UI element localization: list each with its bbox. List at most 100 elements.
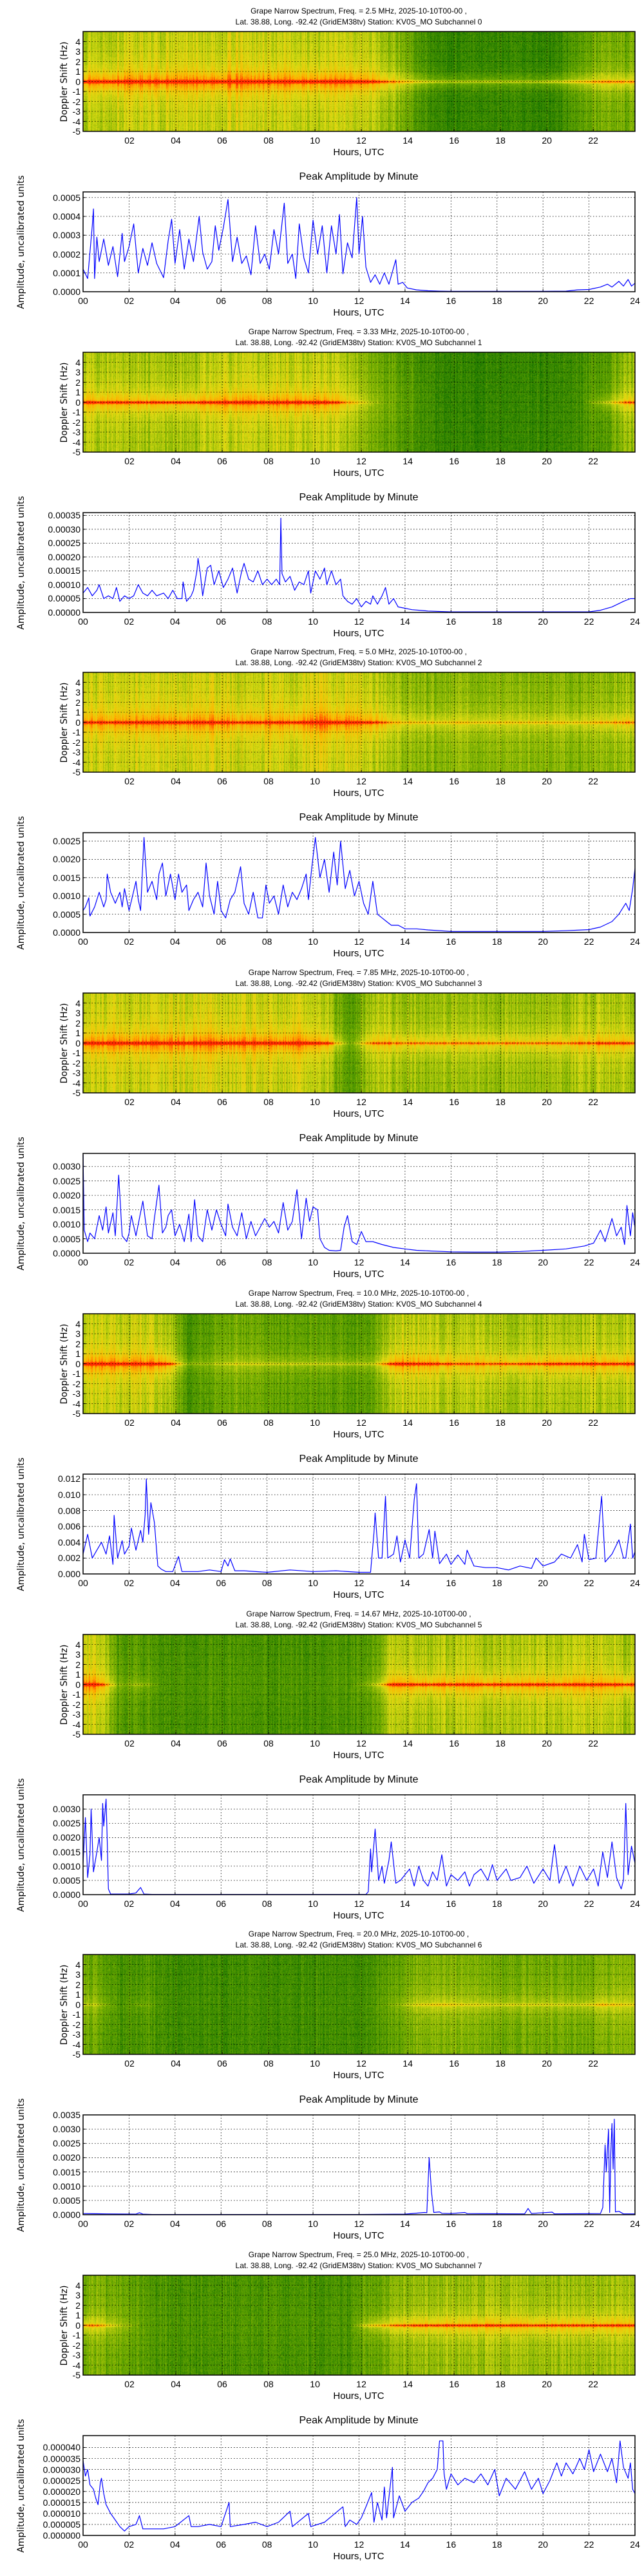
x-tick-label: 04 xyxy=(170,2219,180,2229)
x-tick-label: 14 xyxy=(402,1417,413,1428)
x-tick-label: 02 xyxy=(124,2379,135,2389)
x-tick-label: 12 xyxy=(356,2379,366,2389)
y-tick-label: -4 xyxy=(72,1398,80,1409)
x-tick-label: 20 xyxy=(538,1257,548,1267)
y-tick-label: 0.0025 xyxy=(53,1175,80,1186)
amplitude-plot-area xyxy=(82,2435,636,2536)
y-axis-label: Doppler Shift (Hz) xyxy=(59,2285,70,2365)
x-tick-label: 20 xyxy=(538,936,548,947)
x-tick-label: 02 xyxy=(124,1578,135,1588)
y-tick-label: 0.000010 xyxy=(43,2508,80,2519)
plot-frame xyxy=(82,1954,636,2055)
x-tick-label: 02 xyxy=(124,616,135,627)
x-tick-label: 22 xyxy=(588,2058,598,2069)
y-tick-label: 1 xyxy=(75,2310,80,2320)
spectrogram-title-line-1: Grape Narrow Spectrum, Freq. = 2.5 MHz, … xyxy=(251,6,467,15)
y-axis-label: Doppler Shift (Hz) xyxy=(59,1644,70,1725)
y-tick-label: -5 xyxy=(72,1729,80,1739)
plot-frame xyxy=(82,31,636,132)
y-tick-label: 0.002 xyxy=(57,1553,80,1564)
spectrogram-title-line-2: Lat. 38.88, Long. -92.42 (GridEM38tv) St… xyxy=(235,979,482,988)
y-tick-label: 0.0004 xyxy=(53,211,80,222)
x-tick-label: 06 xyxy=(216,2219,227,2229)
y-axis-label: Amplitude, uncalibrated units xyxy=(16,495,26,630)
x-tick-label: 02 xyxy=(124,135,135,146)
y-tick-label: -1 xyxy=(72,1689,80,1700)
x-tick-label: 22 xyxy=(588,1738,598,1748)
x-tick-label: 20 xyxy=(538,1899,548,1909)
y-tick-label: -4 xyxy=(72,1077,80,1088)
x-tick-label: 16 xyxy=(446,1257,457,1267)
x-axis-label: Hours, UTC xyxy=(333,1589,384,1600)
amplitude-series-line xyxy=(82,1798,636,1895)
x-tick-label: 24 xyxy=(630,1899,640,1909)
x-tick-label: 08 xyxy=(261,296,272,306)
x-tick-label: 16 xyxy=(449,2379,459,2389)
x-tick-label: 08 xyxy=(263,456,274,466)
y-tick-label: 0.0015 xyxy=(53,1204,80,1215)
spectrogram-title-line-2: Lat. 38.88, Long. -92.42 (GridEM38tv) St… xyxy=(235,17,482,26)
y-axis-label: Doppler Shift (Hz) xyxy=(59,1003,70,1083)
plot-frame xyxy=(82,512,636,613)
x-tick-label: 22 xyxy=(583,2539,594,2550)
plot-frame xyxy=(82,1313,636,1414)
x-tick-label: 06 xyxy=(216,1257,227,1267)
y-tick-label: 0 xyxy=(75,1358,80,1369)
x-tick-label: 20 xyxy=(542,1097,552,1107)
spectrogram-title-line-1: Grape Narrow Spectrum, Freq. = 14.67 MHz… xyxy=(246,1609,471,1618)
x-tick-label: 04 xyxy=(170,296,180,306)
y-axis-label: Doppler Shift (Hz) xyxy=(59,41,70,122)
y-tick-label: 0.0000 xyxy=(53,1248,80,1258)
y-tick-label: 0.0030 xyxy=(53,1161,80,1172)
y-tick-label: 1 xyxy=(75,707,80,717)
amplitude-plot-area xyxy=(82,832,636,933)
x-tick-label: 14 xyxy=(400,1257,410,1267)
y-axis-label: Amplitude, uncalibrated units xyxy=(16,2418,26,2553)
y-tick-label: 0.0010 xyxy=(53,891,80,902)
y-tick-label: 4 xyxy=(75,1318,80,1329)
y-tick-label: 0 xyxy=(75,2320,80,2331)
y-tick-label: 0 xyxy=(75,1037,80,1048)
y-axis-label: Doppler Shift (Hz) xyxy=(59,362,70,442)
x-tick-label: 12 xyxy=(356,135,366,146)
x-tick-label: 02 xyxy=(124,1417,135,1428)
y-tick-label: 0.0030 xyxy=(53,2124,80,2135)
y-tick-label: 1 xyxy=(75,1028,80,1038)
plot-frame xyxy=(82,1634,636,1735)
y-tick-label: 0.0000 xyxy=(53,2210,80,2220)
x-tick-label: 06 xyxy=(216,2539,227,2550)
amplitude-chart-title: Peak Amplitude by Minute xyxy=(299,1133,419,1144)
x-tick-label: 02 xyxy=(124,456,135,466)
x-tick-label: 16 xyxy=(449,135,459,146)
y-tick-label: -3 xyxy=(72,427,80,437)
x-tick-label: 12 xyxy=(354,1257,365,1267)
spectrogram-title-line-1: Grape Narrow Spectrum, Freq. = 5.0 MHz, … xyxy=(251,647,467,656)
x-tick-label: 12 xyxy=(356,1417,366,1428)
x-tick-label: 10 xyxy=(310,456,320,466)
spectrogram-plot-area xyxy=(82,352,636,453)
y-axis-label: Amplitude, uncalibrated units xyxy=(16,1457,26,1591)
x-tick-label: 16 xyxy=(446,616,457,627)
y-tick-label: -5 xyxy=(72,1408,80,1419)
y-tick-label: 0.0015 xyxy=(53,872,80,883)
y-tick-label: 2 xyxy=(75,697,80,708)
x-tick-label: 08 xyxy=(263,776,274,786)
x-tick-label: 00 xyxy=(78,296,88,306)
y-tick-label: 3 xyxy=(75,1329,80,1339)
x-tick-label: 04 xyxy=(171,1097,181,1107)
x-tick-label: 22 xyxy=(588,135,598,146)
y-tick-label: 4 xyxy=(75,998,80,1009)
amplitude-plot-area xyxy=(82,2114,636,2215)
x-tick-label: 24 xyxy=(630,616,640,627)
amplitude-series-line xyxy=(82,2118,635,2215)
x-tick-label: 18 xyxy=(491,296,502,306)
x-tick-label: 14 xyxy=(400,296,410,306)
y-tick-label: 3 xyxy=(75,46,80,57)
y-tick-label: 0.000000 xyxy=(43,2530,80,2541)
x-tick-label: 18 xyxy=(495,1097,506,1107)
x-tick-label: 18 xyxy=(491,1899,502,1909)
x-tick-label: 16 xyxy=(446,936,457,947)
y-tick-label: 0 xyxy=(75,397,80,408)
y-tick-label: 3 xyxy=(75,1008,80,1018)
x-tick-label: 12 xyxy=(354,1578,365,1588)
